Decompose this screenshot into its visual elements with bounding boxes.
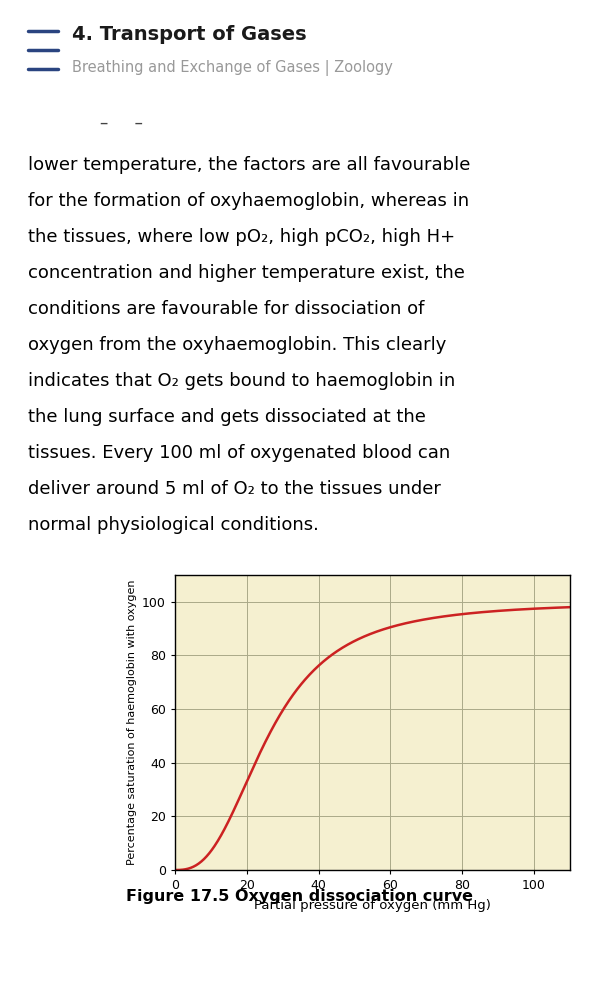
Text: conditions are favourable for dissociation of: conditions are favourable for dissociati… (28, 300, 424, 318)
Text: lower temperature, the factors are all favourable: lower temperature, the factors are all f… (28, 156, 470, 174)
Text: for the formation of oxyhaemoglobin, whereas in: for the formation of oxyhaemoglobin, whe… (28, 192, 469, 210)
Text: tissues. Every 100 ml of oxygenated blood can: tissues. Every 100 ml of oxygenated bloo… (28, 444, 450, 462)
Text: the lung surface and gets dissociated at the: the lung surface and gets dissociated at… (28, 408, 426, 426)
X-axis label: Partial pressure of oxygen (mm Hg): Partial pressure of oxygen (mm Hg) (254, 899, 491, 912)
Text: concentration and higher temperature exist, the: concentration and higher temperature exi… (28, 264, 465, 282)
Text: deliver around 5 ml of O₂ to the tissues under: deliver around 5 ml of O₂ to the tissues… (28, 480, 441, 498)
Y-axis label: Percentage saturation of haemoglobin with oxygen: Percentage saturation of haemoglobin wit… (127, 579, 137, 865)
Text: oxygen from the oxyhaemoglobin. This clearly: oxygen from the oxyhaemoglobin. This cle… (28, 336, 446, 354)
Text: indicates that O₂ gets bound to haemoglobin in: indicates that O₂ gets bound to haemoglo… (28, 372, 455, 390)
Text: the tissues, where low pO₂, high pCO₂, high H+: the tissues, where low pO₂, high pCO₂, h… (28, 228, 455, 246)
Text: Figure 17.5 Oxygen dissociation curve: Figure 17.5 Oxygen dissociation curve (127, 888, 473, 903)
Text: 4. Transport of Gases: 4. Transport of Gases (72, 25, 307, 43)
Text: –     –: – – (100, 114, 143, 132)
Text: normal physiological conditions.: normal physiological conditions. (28, 516, 319, 534)
Text: Breathing and Exchange of Gases | Zoology: Breathing and Exchange of Gases | Zoolog… (72, 59, 393, 75)
